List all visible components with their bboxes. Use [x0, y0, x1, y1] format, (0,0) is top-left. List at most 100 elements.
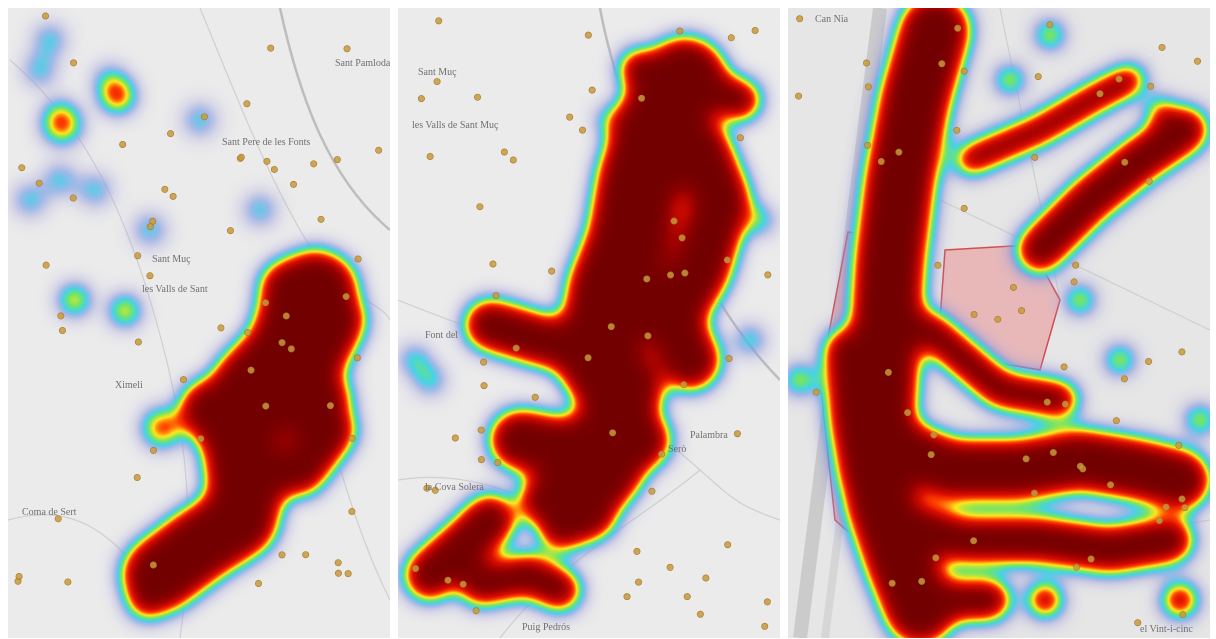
point: [895, 148, 903, 156]
heat-blob: [490, 400, 670, 480]
point: [42, 12, 50, 20]
point: [953, 126, 961, 134]
heat-blob: [465, 300, 605, 375]
heat-blob: [180, 370, 350, 440]
point: [733, 430, 741, 438]
heat-blob: [640, 120, 750, 390]
point: [888, 579, 896, 587]
heat-blob: [1148, 98, 1172, 122]
point: [423, 484, 431, 492]
point: [58, 327, 66, 335]
point: [375, 146, 383, 154]
point: [243, 100, 251, 108]
point: [930, 431, 938, 439]
point: [169, 192, 177, 200]
heat-blob: [1108, 348, 1132, 372]
point: [426, 153, 434, 161]
point: [57, 312, 65, 320]
point: [342, 293, 350, 301]
point: [433, 78, 441, 86]
point: [500, 148, 508, 156]
point: [146, 223, 154, 231]
heat-blob: [403, 348, 427, 372]
heat-blob: [186, 106, 214, 134]
point: [678, 234, 686, 242]
point: [1070, 278, 1078, 286]
point: [119, 140, 127, 148]
heat-blob: [26, 56, 54, 84]
heat-blob: [598, 108, 622, 132]
point: [1034, 73, 1042, 81]
point: [262, 402, 270, 410]
point: [667, 271, 675, 279]
heat-blob: [788, 368, 812, 392]
place-label: Puig Pedrós: [522, 622, 570, 633]
point: [954, 24, 962, 32]
point: [1178, 348, 1186, 356]
point: [531, 393, 539, 401]
point: [348, 508, 356, 516]
point: [681, 269, 689, 277]
point: [566, 113, 574, 121]
heat-blob: [405, 495, 515, 600]
point: [1145, 357, 1153, 365]
point: [666, 563, 674, 571]
point: [1022, 455, 1030, 463]
point: [494, 459, 502, 467]
point: [884, 368, 892, 376]
point: [584, 354, 592, 362]
map-panel: Can Nia el Vint-i-cinc: [788, 8, 1210, 638]
point: [644, 332, 652, 340]
point: [476, 203, 484, 211]
point: [904, 409, 912, 417]
point: [1107, 481, 1115, 489]
point: [1179, 611, 1187, 619]
heat-blob: [418, 368, 442, 392]
point: [877, 157, 885, 165]
heat-blob: [1017, 107, 1208, 273]
point: [149, 446, 157, 454]
point: [161, 185, 169, 193]
point: [1072, 261, 1080, 269]
point: [764, 271, 772, 279]
point: [683, 593, 691, 601]
point: [1030, 489, 1038, 497]
point: [263, 157, 271, 165]
points: [14, 12, 383, 587]
heat-blob: [460, 555, 580, 610]
point: [1087, 555, 1095, 563]
point: [863, 59, 871, 67]
point: [179, 376, 187, 384]
place-label: Sant Pere de les Fonts: [222, 137, 310, 148]
point: [70, 59, 78, 67]
point: [334, 569, 342, 577]
heat-blob: [1029, 584, 1061, 616]
point: [278, 551, 286, 559]
point: [290, 180, 298, 188]
point: [609, 429, 617, 437]
point: [607, 323, 615, 331]
point: [1061, 400, 1069, 408]
point: [435, 17, 443, 25]
point: [1162, 503, 1170, 511]
point: [702, 574, 710, 582]
point: [1145, 177, 1153, 185]
point: [35, 179, 43, 187]
point: [1046, 21, 1054, 29]
point: [133, 474, 141, 482]
heat-blob: [912, 312, 1078, 418]
point: [918, 577, 926, 585]
point: [635, 578, 643, 586]
place-label: les Valls de Sant: [142, 284, 208, 295]
point: [278, 339, 286, 347]
point: [927, 451, 935, 459]
point: [633, 547, 641, 555]
point: [134, 338, 142, 346]
point: [348, 434, 356, 442]
point: [680, 381, 688, 389]
point: [1031, 153, 1039, 161]
map-panel: Sant Muç les Valls de Sant Muç Font del …: [398, 8, 780, 638]
point: [1181, 504, 1189, 512]
point: [451, 434, 459, 442]
point: [244, 328, 252, 336]
